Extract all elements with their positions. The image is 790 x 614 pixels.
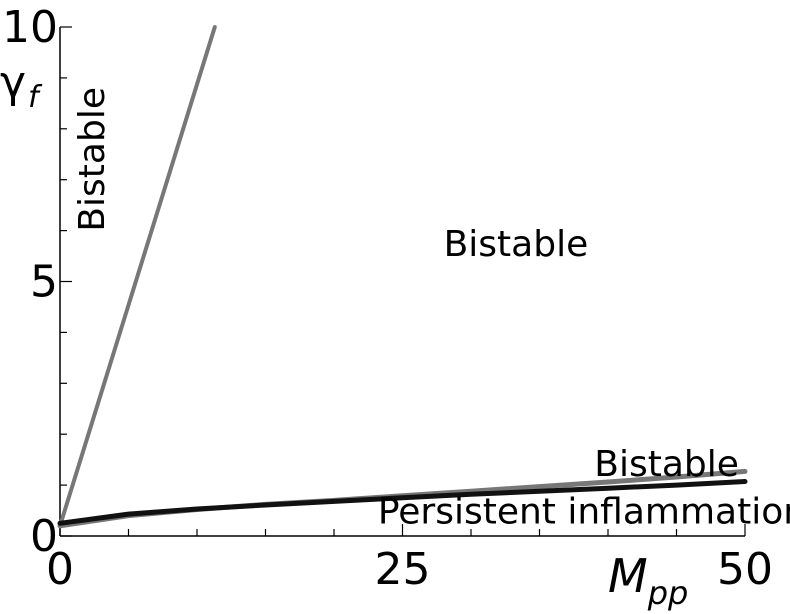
x-tick-label: 0 xyxy=(46,544,74,595)
region-label: Persistent inflammation xyxy=(378,491,790,532)
y-axis-label: γf xyxy=(0,57,43,115)
region-label: Bistable xyxy=(594,444,739,485)
x-tick-label: 25 xyxy=(375,544,431,595)
y-axis-label-main: γ xyxy=(0,57,26,108)
series-line-3 xyxy=(57,479,748,526)
y-tick-label: 0 xyxy=(30,511,58,562)
x-axis-label-sub: pp xyxy=(647,574,689,612)
y-tick-label: 5 xyxy=(30,257,58,308)
y-axis-label-sub: f xyxy=(28,80,43,115)
series-layer xyxy=(57,25,748,529)
x-axis-label-main: M xyxy=(608,549,648,603)
y-tick-label: 10 xyxy=(2,2,58,53)
x-tick-label: 50 xyxy=(717,544,773,595)
x-axis-label: Mpp xyxy=(608,549,688,612)
series-line-1 xyxy=(58,25,217,528)
region-label: Bistable xyxy=(444,224,589,265)
region-label: Bistable xyxy=(72,87,113,232)
